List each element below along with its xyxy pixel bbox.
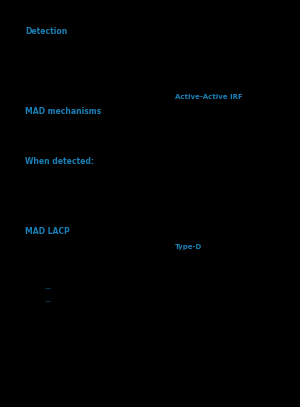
Text: Type-D: Type-D	[175, 244, 202, 250]
Text: MAD mechanisms: MAD mechanisms	[25, 107, 101, 116]
Text: Detection: Detection	[25, 28, 67, 37]
Text: Active-Active IRF: Active-Active IRF	[175, 94, 243, 100]
Text: —: —	[45, 287, 51, 291]
Text: MAD LACP: MAD LACP	[25, 228, 70, 236]
Text: —: —	[45, 300, 51, 304]
Text: When detected:: When detected:	[25, 158, 94, 166]
